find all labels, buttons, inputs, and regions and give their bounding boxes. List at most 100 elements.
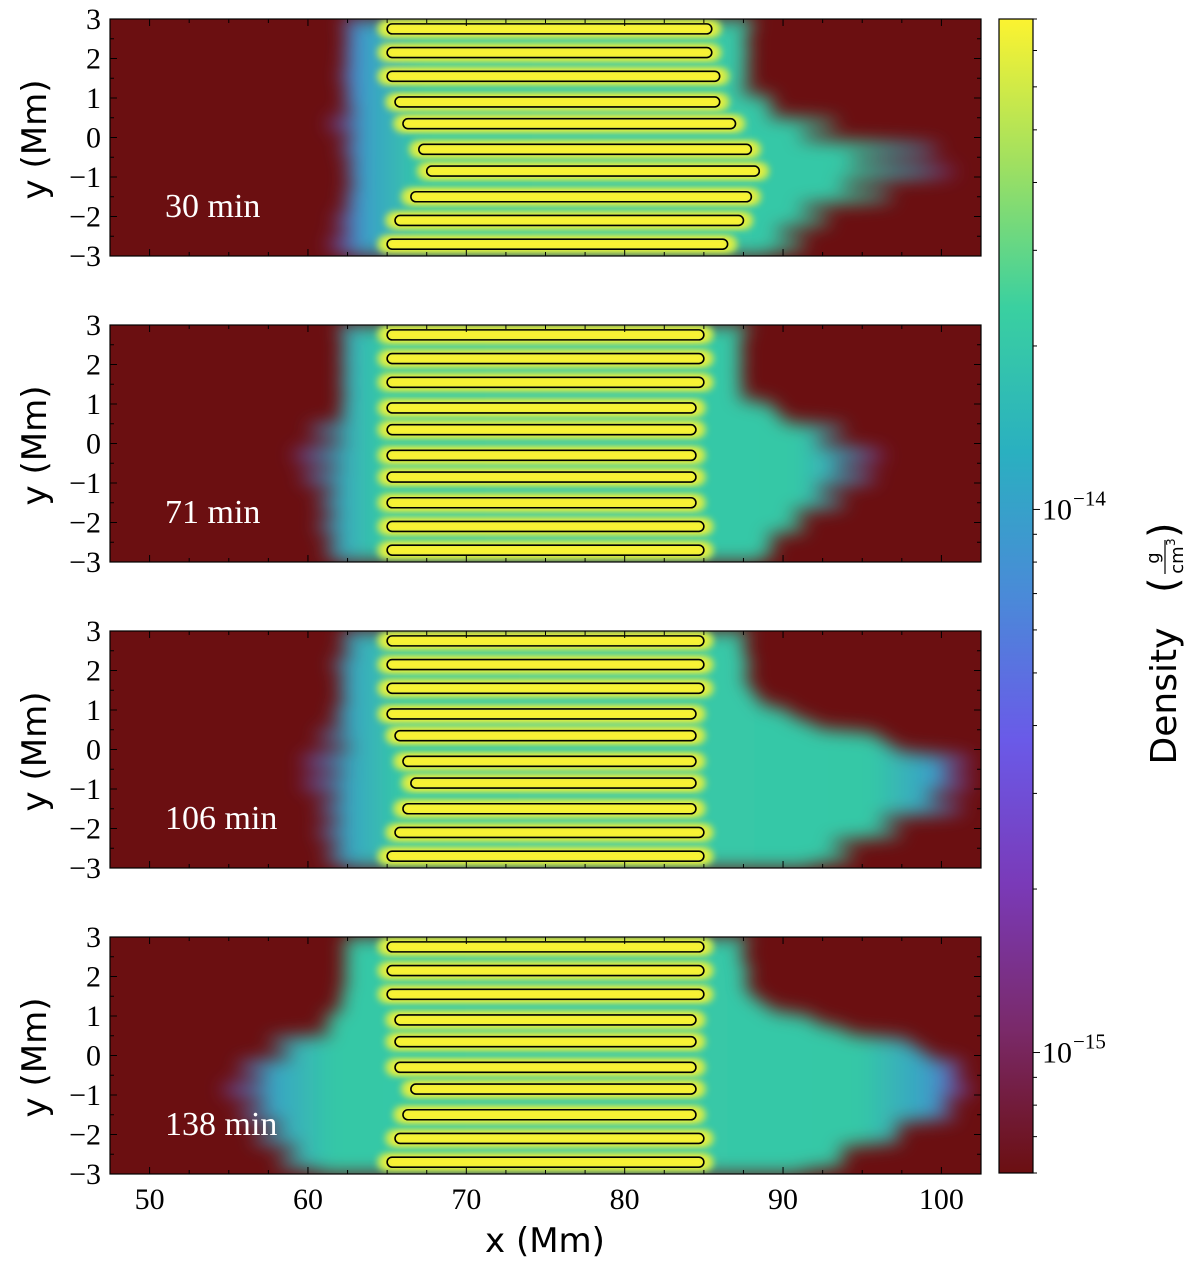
- colorbar-gradient: [998, 18, 1034, 1174]
- x-tick-label: 100: [919, 1183, 964, 1216]
- y-axis-label: y (Mm): [15, 692, 55, 812]
- strand-contour-3: [386, 70, 721, 83]
- strand-core: [385, 1156, 706, 1169]
- strand-contour-8: [402, 1108, 697, 1121]
- x-axis: 50 60 70 80 90 100 x (Mm): [135, 1183, 964, 1261]
- strand-contour-5: [402, 117, 737, 130]
- strand-contour-10: [386, 238, 729, 250]
- colorbar-label: Density ( g cm 3 ): [1141, 522, 1188, 764]
- strand-core: [424, 165, 762, 178]
- panel-2: 3 2 1 0 −1 −2 −3 y (Mm) 71 min: [15, 309, 982, 579]
- strand-core: [385, 238, 730, 251]
- strand-contour-5: [394, 1035, 697, 1048]
- colorbar-paren-right: ): [1141, 522, 1187, 538]
- strand-core: [385, 496, 698, 509]
- strand-core: [385, 707, 698, 720]
- strand-core: [385, 658, 706, 671]
- strand-core: [408, 1083, 698, 1096]
- strand-core: [385, 328, 706, 341]
- strand-core: [393, 1061, 698, 1074]
- y-tick-label: −2: [69, 201, 101, 234]
- colorbar-label-text: Density: [1144, 628, 1185, 765]
- strand-contour-6: [394, 1061, 697, 1074]
- x-tick-label: 80: [610, 1183, 640, 1216]
- panels-group: 3 2 1 0 −1 −2 −3 y (Mm) 30 min 3 2 1 0 −1 −2 −3 y (Mm) 71…: [15, 3, 982, 1191]
- y-tick-label: 1: [86, 694, 101, 727]
- strand-contour-1: [386, 23, 713, 35]
- strand-contour-8: [386, 496, 697, 509]
- strand-core: [408, 190, 754, 203]
- x-tick-label: 70: [451, 1183, 481, 1216]
- y-tick-label: 1: [86, 388, 101, 421]
- strand-core: [385, 988, 706, 1001]
- strand-contour-4: [386, 402, 697, 414]
- x-tick-labels: 50 60 70 80 90 100: [135, 1183, 964, 1216]
- strand-contour-10: [386, 544, 705, 556]
- colorbar-paren-left: (: [1141, 577, 1187, 593]
- strand-core: [385, 682, 706, 695]
- y-tick-label: −2: [69, 1119, 101, 1152]
- strand-contour-4: [394, 1014, 697, 1026]
- strand-contour-4: [386, 708, 697, 720]
- strand-core: [385, 544, 706, 557]
- y-tick-label: −2: [69, 507, 101, 540]
- y-tick-label: −1: [69, 161, 101, 194]
- strand-core: [385, 22, 714, 35]
- strand-core: [393, 1013, 698, 1026]
- strand-contour-8: [410, 190, 753, 203]
- y-tick-label: 3: [86, 309, 101, 342]
- strand-contour-1: [386, 635, 705, 647]
- strand-core: [400, 117, 738, 130]
- strand-contour-7: [386, 471, 697, 483]
- y-tick-label: −1: [69, 773, 101, 806]
- strand-contour-6: [418, 143, 753, 156]
- strand-contour-2: [386, 964, 705, 977]
- y-tick-label: 1: [86, 82, 101, 115]
- strand-contour-9: [394, 1132, 705, 1145]
- strand-core: [385, 634, 706, 647]
- y-tick-label: −3: [69, 240, 101, 273]
- y-tick-label: 2: [86, 961, 101, 994]
- strand-contour-7: [425, 165, 761, 177]
- colorbar-unit-denominator: cm: [1167, 546, 1188, 573]
- colorbar-unit-numerator: g: [1143, 552, 1164, 563]
- y-axis-label: y (Mm): [15, 998, 55, 1118]
- y-tick-label: 0: [86, 734, 101, 767]
- strand-contour-2: [386, 352, 705, 365]
- y-tick-label: −1: [69, 467, 101, 500]
- strand-contour-5: [386, 423, 697, 436]
- strand-contour-1: [386, 329, 705, 341]
- strand-core: [393, 1132, 706, 1145]
- strand-contour-2: [386, 46, 713, 59]
- strand-core: [385, 471, 698, 484]
- strand-contour-8: [402, 802, 697, 815]
- strand-core: [393, 826, 706, 839]
- x-axis-label: x (Mm): [485, 1221, 605, 1261]
- strand-core: [385, 376, 706, 389]
- y-tick-label: 2: [86, 43, 101, 76]
- panel-4: 3 2 1 0 −1 −2 −3 y (Mm) 138 min: [15, 921, 982, 1191]
- y-tick-label: 2: [86, 349, 101, 382]
- strand-contour-5: [394, 729, 697, 742]
- strand-core: [385, 46, 714, 59]
- strand-contour-4: [394, 96, 721, 108]
- strand-contour-9: [386, 520, 705, 533]
- strand-core: [385, 423, 698, 436]
- strand-contour-2: [386, 658, 705, 671]
- x-tick-label: 90: [768, 1183, 798, 1216]
- y-axis-label: y (Mm): [15, 80, 55, 200]
- y-axis-label: y (Mm): [15, 386, 55, 506]
- strand-contour-10: [386, 1156, 705, 1168]
- panel-1: 3 2 1 0 −1 −2 −3 y (Mm) 30 min: [15, 3, 982, 273]
- y-tick-label: −3: [69, 1158, 101, 1191]
- strand-contour-7: [410, 1083, 697, 1095]
- strand-core: [400, 755, 698, 768]
- strand-core: [385, 352, 706, 365]
- strand-contour-1: [386, 941, 705, 953]
- colorbar-tick-exponent: −15: [1073, 1030, 1106, 1054]
- y-tick-label: 2: [86, 655, 101, 688]
- strand-contour-9: [394, 214, 745, 227]
- strand-core: [385, 520, 706, 533]
